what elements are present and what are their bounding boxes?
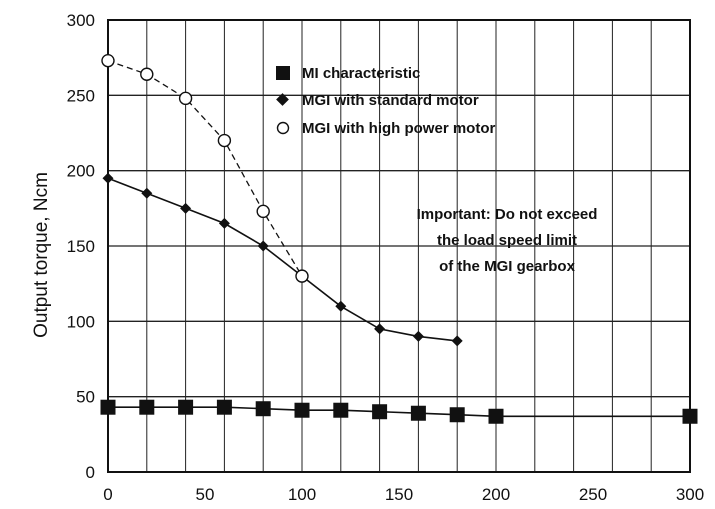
series-line-0 xyxy=(108,406,690,418)
grid-lines xyxy=(107,19,691,473)
data-point-mgi-standard xyxy=(180,202,192,214)
y-axis-label: Output torque, Ncm xyxy=(31,172,52,338)
data-point-mi xyxy=(178,399,194,415)
x-tick-label: 150 xyxy=(385,485,413,504)
data-point-mi xyxy=(333,402,349,418)
legend-label-mgi-standard: MGI with standard motor xyxy=(302,92,479,109)
legend-marker-diamond xyxy=(276,93,289,106)
y-tick-label: 200 xyxy=(67,162,95,181)
tick-labels: 0 50 100 150 200 250 300 0 50 100 150 200 250 300 xyxy=(67,11,705,504)
data-point-mi xyxy=(449,407,465,423)
data-point-mgi-standard xyxy=(141,187,153,199)
data-point-mi xyxy=(139,399,155,415)
data-point-mi xyxy=(255,401,271,417)
y-tick-label: 250 xyxy=(67,86,95,105)
y-tick-label: 300 xyxy=(67,11,95,30)
data-point-mgi-high xyxy=(140,67,154,81)
y-tick-label: 150 xyxy=(67,237,95,256)
data-point-mi xyxy=(294,402,310,418)
data-point-mgi-standard xyxy=(218,217,230,229)
legend-label-mi: MI characteristic xyxy=(302,65,420,82)
note-line-2: the load speed limit xyxy=(437,232,577,249)
plot-frame xyxy=(107,19,691,473)
data-point-mi xyxy=(488,408,504,424)
x-tick-label: 300 xyxy=(676,485,704,504)
legend: MI characteristic MGI with standard moto… xyxy=(276,65,495,137)
data-point-mi xyxy=(100,399,116,415)
y-tick-label: 0 xyxy=(86,463,95,482)
y-tick-label: 50 xyxy=(76,388,95,407)
legend-marker-square xyxy=(276,66,290,80)
data-point-mgi-high xyxy=(295,269,309,283)
data-point-mi xyxy=(372,404,388,420)
note-line-1: Important: Do not exceed xyxy=(417,206,598,223)
data-point-mgi-high xyxy=(217,133,232,148)
data-point-mi xyxy=(682,408,698,424)
x-tick-label: 50 xyxy=(196,485,215,504)
x-tick-label: 100 xyxy=(288,485,316,504)
data-point-mi xyxy=(410,405,426,421)
data-point-mgi-standard xyxy=(257,240,269,252)
legend-marker-circle xyxy=(276,121,290,135)
data-point-mgi-standard xyxy=(335,300,347,312)
x-tick-label: 200 xyxy=(482,485,510,504)
warning-note: Important: Do not exceed the load speed … xyxy=(417,206,598,275)
series-line-1 xyxy=(107,177,458,342)
note-line-3: of the MGI gearbox xyxy=(439,258,576,275)
x-tick-label: 250 xyxy=(579,485,607,504)
data-point-mgi-high xyxy=(178,91,193,106)
x-tick-label: 0 xyxy=(103,485,112,504)
data-point-mgi-high xyxy=(101,53,115,68)
series-line-2 xyxy=(107,60,303,277)
y-tick-label: 100 xyxy=(67,312,95,331)
data-point-mgi-standard xyxy=(451,335,463,347)
data-point-mgi-high xyxy=(256,204,270,219)
data-series xyxy=(100,53,698,424)
data-point-mgi-standard xyxy=(374,323,386,335)
data-point-mgi-standard xyxy=(412,330,424,342)
data-point-mgi-standard xyxy=(102,172,114,184)
legend-label-mgi-high: MGI with high power motor xyxy=(302,120,495,137)
data-point-mi xyxy=(216,399,232,415)
